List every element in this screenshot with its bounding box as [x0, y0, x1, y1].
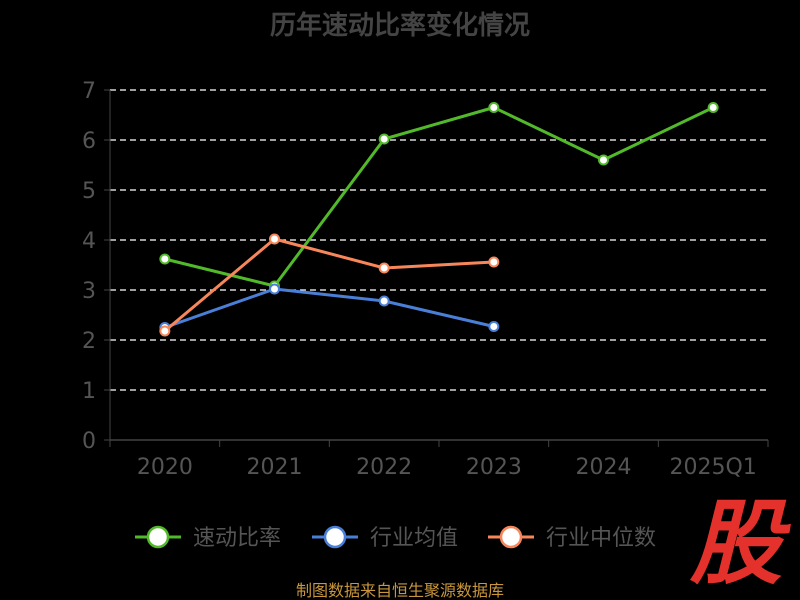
- data-point: [269, 283, 280, 295]
- series-line-1: [164, 287, 495, 329]
- y-tick-label: 6: [82, 129, 96, 154]
- y-tick-label: 0: [82, 429, 96, 454]
- source-note: 制图数据来自恒生聚源数据库: [296, 581, 504, 600]
- legend-label: 行业中位数: [546, 526, 656, 551]
- legend-label: 速动比率: [193, 526, 281, 551]
- y-tick-label: 1: [82, 379, 96, 404]
- data-point: [378, 295, 390, 307]
- data-point: [488, 321, 500, 332]
- chart-title: 历年速动比率变化情况: [270, 10, 530, 41]
- grid-lines: [110, 89, 768, 391]
- y-tick-label: 4: [82, 229, 96, 254]
- x-tick-label: 2021: [247, 455, 303, 480]
- data-point: [488, 256, 500, 268]
- data-point: [159, 325, 171, 337]
- x-tick-label: 2025Q1: [670, 455, 757, 480]
- series-line-0: [164, 106, 714, 288]
- data-point: [269, 233, 280, 245]
- x-tick-label: 2020: [137, 455, 193, 480]
- series-line-2: [163, 237, 494, 333]
- y-axis: 0 1 2 3 4 5 6 7: [82, 79, 111, 454]
- x-axis: 2020 2021 2022 2023 2024 2025Q1: [109, 439, 769, 480]
- y-tick-label: 5: [82, 179, 96, 204]
- y-tick-label: 7: [82, 79, 96, 104]
- legend: 速动比率 行业均值 行业中位数: [135, 525, 656, 551]
- series-group: [159, 102, 719, 337]
- y-tick-label: 2: [82, 329, 96, 354]
- legend-marker: [146, 525, 170, 549]
- legend-label: 行业均值: [370, 526, 458, 551]
- legend-marker: [499, 525, 523, 549]
- x-tick-label: 2022: [356, 455, 412, 480]
- data-point: [707, 102, 719, 113]
- y-tick-label: 3: [82, 279, 96, 304]
- data-point: [598, 154, 609, 166]
- data-point: [378, 133, 390, 145]
- legend-marker: [323, 525, 347, 549]
- data-point: [488, 102, 500, 113]
- logo-icon: 股: [689, 490, 791, 597]
- x-tick-label: 2023: [466, 455, 522, 480]
- x-tick-label: 2024: [576, 455, 632, 480]
- data-point: [159, 253, 171, 265]
- data-point: [378, 262, 390, 274]
